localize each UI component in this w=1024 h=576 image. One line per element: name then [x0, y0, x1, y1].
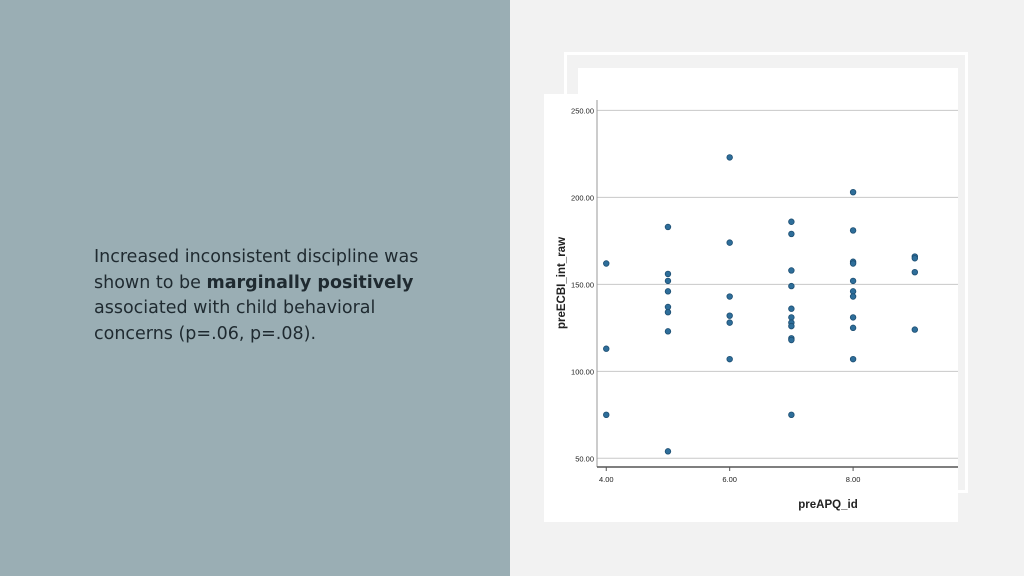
data-points [603, 154, 919, 455]
data-point [788, 230, 795, 238]
data-point [788, 314, 795, 321]
data-point [726, 319, 733, 326]
data-point [849, 324, 857, 332]
data-point [664, 270, 672, 278]
data-point [911, 255, 919, 262]
data-point [849, 227, 857, 234]
data-point [849, 277, 857, 285]
chart-background-upper [578, 68, 958, 96]
x-tick-label: 6.00 [722, 475, 737, 484]
y-tick-label: 200.00 [571, 193, 594, 202]
data-point [603, 260, 610, 267]
data-point [788, 267, 795, 274]
data-point [664, 303, 672, 311]
body-text-bold: marginally positively [206, 272, 414, 293]
data-point [726, 154, 733, 161]
data-point [664, 223, 672, 231]
y-axis-title: preECBI_int_raw [556, 237, 568, 329]
y-tick-label: 150.00 [571, 280, 594, 289]
data-point [726, 355, 733, 363]
grid-layer [597, 109, 958, 459]
data-point [788, 322, 795, 330]
y-tick-label: 50.00 [575, 454, 594, 463]
data-point [664, 277, 672, 285]
x-axis-title: preAPQ_id [798, 499, 857, 511]
data-point [726, 293, 733, 300]
chart-background [544, 94, 958, 522]
y-tick-label: 250.00 [571, 106, 594, 115]
data-point [664, 288, 672, 295]
body-text-part1: Increased inconsistent discipline was sh… [94, 247, 419, 293]
y-tick-labels: 50.00 100.00 150.00 200.00 250.00 [571, 106, 594, 463]
data-point [911, 268, 919, 276]
data-point [788, 411, 795, 419]
data-point [788, 336, 795, 344]
data-point [664, 308, 672, 316]
body-text: Increased inconsistent discipline was sh… [94, 245, 434, 347]
y-tick-label: 100.00 [571, 367, 594, 376]
x-tick-label: 4.00 [599, 475, 614, 484]
x-tick-label: 8.00 [846, 475, 861, 484]
data-point [726, 312, 733, 319]
data-point [664, 328, 672, 335]
data-point [849, 355, 857, 363]
data-point [788, 282, 795, 290]
left-panel: Increased inconsistent discipline was sh… [0, 0, 510, 576]
data-point [603, 411, 610, 419]
data-point [849, 293, 857, 300]
data-point [788, 218, 795, 225]
x-tick-labels: 4.00 6.00 8.00 [599, 467, 860, 484]
data-point [788, 305, 795, 312]
data-point [849, 260, 857, 267]
data-point [664, 448, 672, 455]
data-point [726, 239, 733, 246]
data-point [849, 314, 857, 321]
data-point [603, 345, 610, 352]
data-point [849, 288, 857, 295]
data-point [849, 188, 857, 196]
body-text-part2: associated with child behavioral concern… [94, 298, 376, 344]
data-point [911, 326, 919, 333]
